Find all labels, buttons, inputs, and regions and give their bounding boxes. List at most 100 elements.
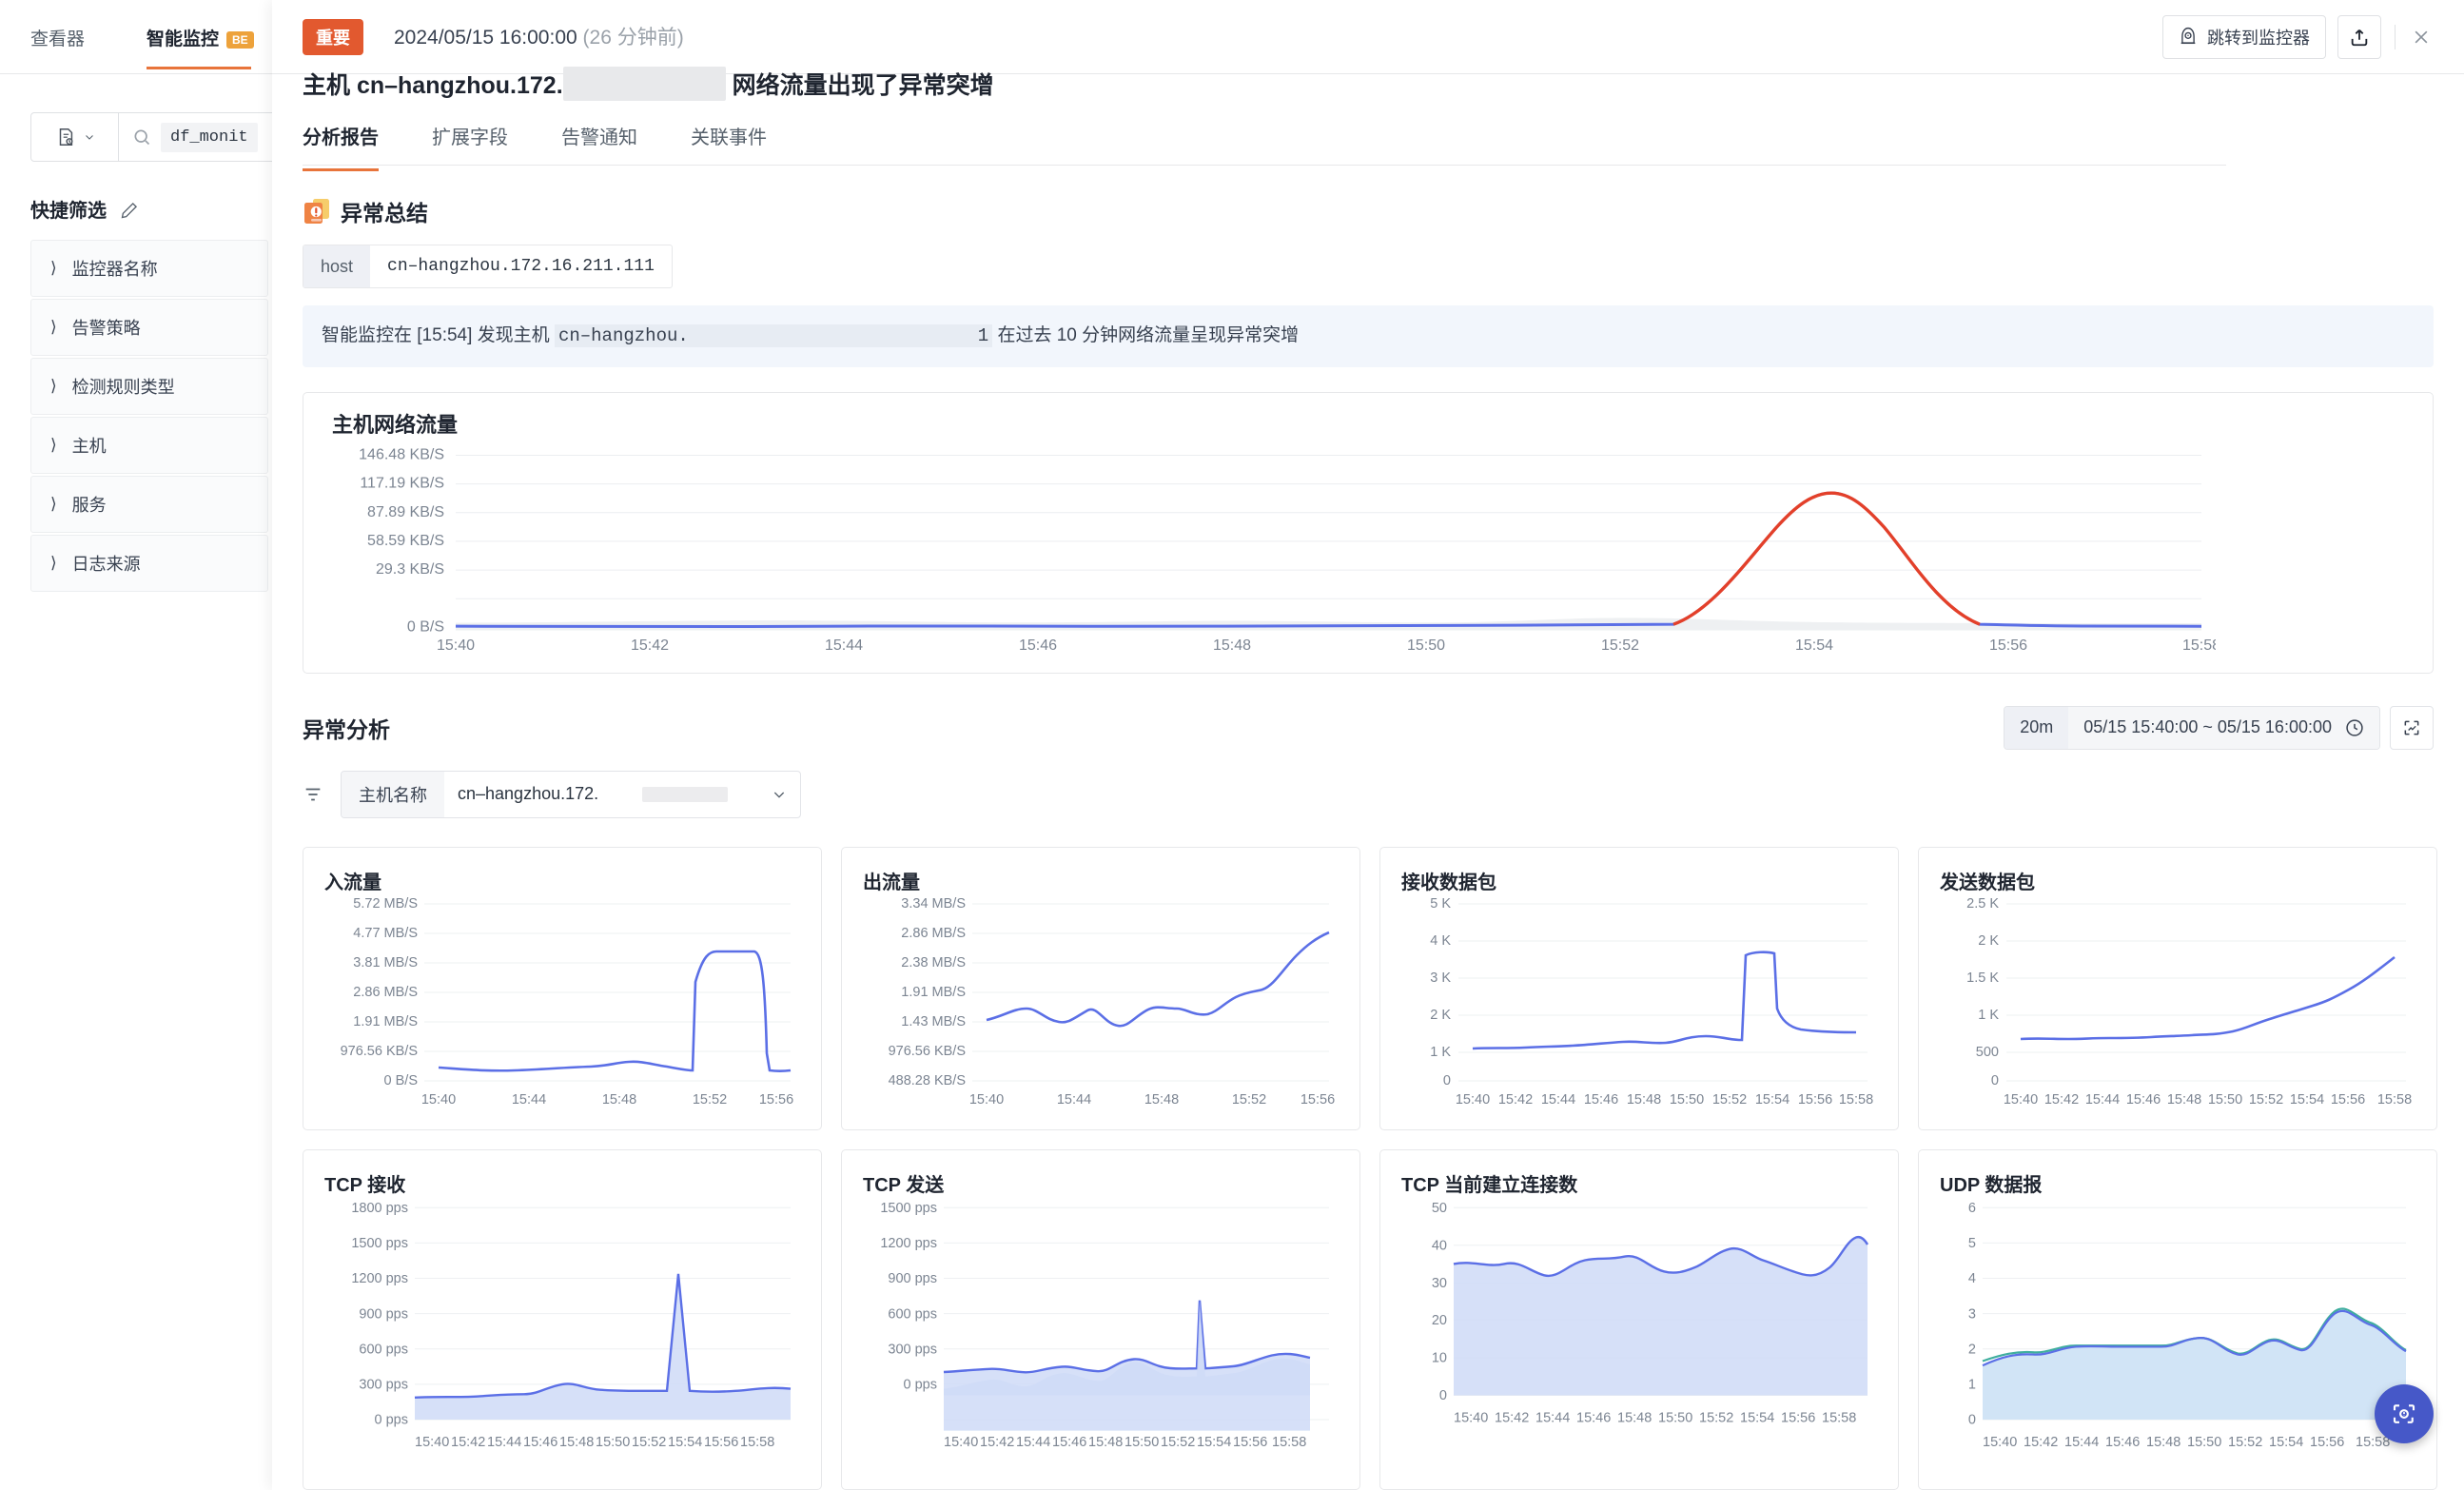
- svg-text:15:58: 15:58: [1272, 1434, 1306, 1449]
- svg-text:20: 20: [1432, 1313, 1447, 1328]
- svg-text:15:56: 15:56: [1798, 1092, 1832, 1108]
- svg-text:15:56: 15:56: [1989, 637, 2027, 654]
- svg-text:15:50: 15:50: [596, 1434, 630, 1449]
- svg-text:1: 1: [1968, 1377, 1976, 1392]
- svg-text:15:40: 15:40: [944, 1434, 978, 1449]
- svg-text:15:46: 15:46: [523, 1434, 557, 1449]
- svg-text:300 pps: 300 pps: [359, 1377, 408, 1392]
- svg-text:15:44: 15:44: [825, 637, 863, 654]
- svg-text:1500 pps: 1500 pps: [351, 1236, 408, 1251]
- svg-text:58.59 KB/S: 58.59 KB/S: [367, 532, 444, 548]
- svg-text:4 K: 4 K: [1430, 933, 1451, 949]
- svg-text:15:44: 15:44: [1541, 1092, 1575, 1108]
- svg-text:30: 30: [1432, 1275, 1447, 1290]
- svg-text:0 B/S: 0 B/S: [407, 618, 444, 635]
- svg-text:3.34 MB/S: 3.34 MB/S: [901, 896, 966, 912]
- svg-text:15:54: 15:54: [2290, 1092, 2324, 1108]
- svg-text:5: 5: [1968, 1236, 1976, 1251]
- svg-text:2: 2: [1968, 1342, 1976, 1357]
- svg-text:15:46: 15:46: [2126, 1092, 2161, 1108]
- svg-text:15:56: 15:56: [1781, 1410, 1815, 1425]
- svg-text:15:48: 15:48: [559, 1434, 594, 1449]
- svg-text:15:42: 15:42: [2044, 1092, 2079, 1108]
- svg-text:976.56 KB/S: 976.56 KB/S: [889, 1044, 966, 1059]
- svg-text:15:56: 15:56: [704, 1434, 738, 1449]
- svg-text:1200 pps: 1200 pps: [351, 1271, 408, 1286]
- svg-text:15:40: 15:40: [2004, 1092, 2038, 1108]
- svg-text:15:40: 15:40: [1454, 1410, 1488, 1425]
- svg-text:2.38 MB/S: 2.38 MB/S: [901, 955, 966, 970]
- svg-text:15:52: 15:52: [2228, 1434, 2262, 1449]
- svg-text:500: 500: [1976, 1045, 1999, 1060]
- svg-text:1.5 K: 1.5 K: [1966, 970, 1999, 986]
- svg-text:1.43 MB/S: 1.43 MB/S: [901, 1014, 966, 1029]
- svg-text:15:48: 15:48: [602, 1092, 636, 1108]
- svg-text:15:52: 15:52: [1712, 1092, 1747, 1108]
- svg-text:40: 40: [1432, 1238, 1447, 1253]
- svg-text:15:48: 15:48: [1144, 1092, 1179, 1108]
- svg-text:15:40: 15:40: [421, 1092, 456, 1108]
- svg-text:15:44: 15:44: [487, 1434, 521, 1449]
- svg-text:117.19 KB/S: 117.19 KB/S: [360, 475, 444, 491]
- svg-text:1 K: 1 K: [1978, 1008, 1999, 1023]
- svg-text:3 K: 3 K: [1430, 970, 1451, 986]
- svg-text:15:44: 15:44: [2064, 1434, 2099, 1449]
- svg-text:5 K: 5 K: [1430, 896, 1451, 912]
- svg-text:15:52: 15:52: [2249, 1092, 2283, 1108]
- svg-text:3: 3: [1968, 1306, 1976, 1322]
- svg-text:15:56: 15:56: [2331, 1092, 2365, 1108]
- svg-text:15:44: 15:44: [1057, 1092, 1091, 1108]
- svg-text:300 pps: 300 pps: [888, 1342, 937, 1357]
- svg-text:15:52: 15:52: [1601, 637, 1639, 654]
- svg-text:900 pps: 900 pps: [359, 1306, 408, 1322]
- svg-text:15:52: 15:52: [693, 1092, 727, 1108]
- svg-text:15:44: 15:44: [512, 1092, 546, 1108]
- svg-text:15:58: 15:58: [2182, 637, 2216, 654]
- svg-text:15:48: 15:48: [1627, 1092, 1661, 1108]
- svg-text:0 B/S: 0 B/S: [384, 1073, 418, 1088]
- svg-text:15:40: 15:40: [415, 1434, 449, 1449]
- svg-text:2 K: 2 K: [1978, 933, 1999, 949]
- svg-text:15:42: 15:42: [631, 637, 669, 654]
- svg-text:15:52: 15:52: [632, 1434, 666, 1449]
- svg-text:15:50: 15:50: [2187, 1434, 2221, 1449]
- svg-text:15:58: 15:58: [740, 1434, 774, 1449]
- svg-text:15:50: 15:50: [2208, 1092, 2242, 1108]
- svg-text:3.81 MB/S: 3.81 MB/S: [353, 955, 418, 970]
- svg-text:15:40: 15:40: [1983, 1434, 2017, 1449]
- svg-text:4: 4: [1968, 1271, 1976, 1286]
- svg-text:15:58: 15:58: [1822, 1410, 1856, 1425]
- svg-text:50: 50: [1432, 1200, 1447, 1215]
- svg-text:15:54: 15:54: [1740, 1410, 1774, 1425]
- svg-text:15:54: 15:54: [668, 1434, 702, 1449]
- svg-text:488.28 KB/S: 488.28 KB/S: [889, 1073, 966, 1088]
- svg-text:15:42: 15:42: [1498, 1092, 1533, 1108]
- svg-text:15:42: 15:42: [1495, 1410, 1529, 1425]
- svg-text:15:46: 15:46: [1584, 1092, 1618, 1108]
- svg-text:1 K: 1 K: [1430, 1045, 1451, 1060]
- svg-text:15:46: 15:46: [1052, 1434, 1086, 1449]
- svg-text:15:52: 15:52: [1232, 1092, 1266, 1108]
- svg-text:15:48: 15:48: [2167, 1092, 2201, 1108]
- svg-text:15:40: 15:40: [969, 1092, 1004, 1108]
- svg-text:15:44: 15:44: [2085, 1092, 2120, 1108]
- svg-text:15:48: 15:48: [1088, 1434, 1123, 1449]
- svg-text:15:48: 15:48: [1213, 637, 1251, 654]
- svg-text:15:58: 15:58: [2377, 1092, 2412, 1108]
- svg-text:0: 0: [1968, 1412, 1976, 1427]
- svg-text:1.91 MB/S: 1.91 MB/S: [901, 985, 966, 1000]
- svg-text:600 pps: 600 pps: [888, 1306, 937, 1322]
- svg-text:15:52: 15:52: [1699, 1410, 1733, 1425]
- svg-text:0: 0: [1443, 1073, 1451, 1088]
- svg-text:15:52: 15:52: [1161, 1434, 1195, 1449]
- svg-text:0 pps: 0 pps: [904, 1377, 937, 1392]
- svg-text:15:46: 15:46: [1576, 1410, 1611, 1425]
- svg-text:2.5 K: 2.5 K: [1966, 896, 1999, 912]
- svg-text:6: 6: [1968, 1200, 1976, 1215]
- svg-text:15:42: 15:42: [451, 1434, 485, 1449]
- svg-text:15:50: 15:50: [1407, 637, 1445, 654]
- svg-text:2 K: 2 K: [1430, 1008, 1451, 1023]
- svg-text:15:44: 15:44: [1535, 1410, 1570, 1425]
- svg-text:15:46: 15:46: [1019, 637, 1057, 654]
- svg-text:15:44: 15:44: [1016, 1434, 1050, 1449]
